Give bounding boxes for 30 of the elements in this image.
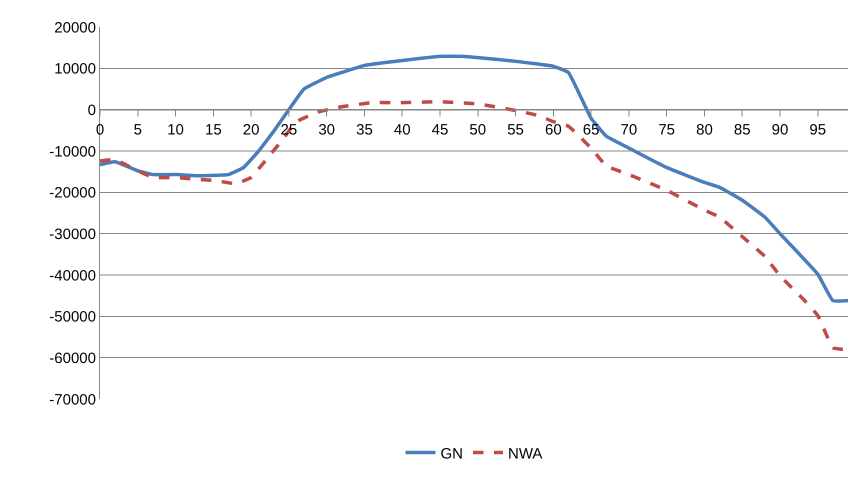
legend-label: NWA	[508, 445, 542, 462]
y-tick-label: -70000	[49, 391, 96, 408]
x-tick-label: 85	[734, 122, 751, 139]
x-tick-label: 70	[620, 122, 638, 139]
x-tick-label: 65	[582, 122, 600, 139]
y-tick-label: 10000	[54, 60, 96, 78]
y-tick-label: -30000	[49, 226, 96, 243]
x-tick-label: 35	[356, 122, 373, 139]
x-tick-label: 5	[134, 122, 142, 139]
x-tick-label: 80	[696, 122, 713, 139]
x-tick-label: 50	[469, 122, 486, 139]
x-tick-label: 55	[507, 122, 524, 139]
x-tick-label: 90	[772, 122, 788, 139]
y-tick-label: 0	[88, 102, 96, 119]
x-tick-label: 95	[809, 122, 826, 139]
x-tick-label: 40	[394, 122, 411, 139]
y-tick-label: -10000	[49, 143, 96, 160]
x-tick-label: 30	[318, 122, 336, 139]
x-tick-label: 45	[432, 122, 448, 139]
x-tick-label: 75	[658, 122, 676, 139]
y-tick-label: -40000	[49, 267, 96, 284]
x-tick-label: 20	[242, 122, 260, 139]
legend-label: GN	[440, 445, 463, 462]
x-tick-label: 60	[544, 122, 562, 139]
y-tick-label: -20000	[49, 184, 96, 202]
x-tick-label: 10	[167, 122, 184, 139]
y-tick-label: -50000	[49, 308, 96, 326]
y-tick-label: 20000	[54, 19, 96, 36]
x-tick-label: 15	[204, 122, 222, 139]
y-tick-label: -60000	[49, 350, 96, 367]
